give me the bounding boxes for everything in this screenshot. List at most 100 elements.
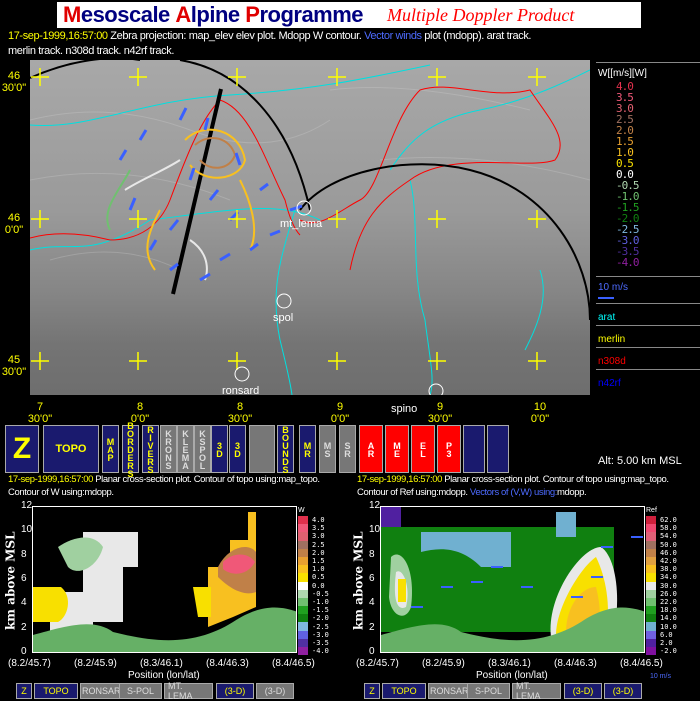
border [30,86,561,271]
toolbar-button-borders[interactable]: BORDERS [122,421,139,477]
plot-button--3-d-[interactable]: (3-D) [564,683,602,699]
plot-button-mt-lema[interactable]: MT. LEMA [164,681,213,701]
x-tick-label: (8.2/45.7) [8,658,51,669]
grid-cross [328,210,346,228]
header-line-1: 17-sep-1999,16:57:00 Zebra projection: m… [8,29,531,44]
colorbar-swatch [646,573,656,582]
toolbar-button-klema[interactable]: KLEMA [177,425,194,473]
grid-cross [31,210,49,228]
river [389,69,590,171]
lat-label-part: 30'0" [1,82,27,94]
colorbar-swatch [298,581,308,590]
colorbar-label: 4.0 [312,516,325,524]
lon-label: 10 0'0" [525,401,555,425]
colorbar-swatch [646,516,656,525]
grid-cross [31,352,49,370]
y-tick-label: 12 [21,500,33,511]
y-tick-label: 10 [21,524,33,536]
x-tick-label: (8.2/45.7) [356,658,399,669]
colorbar-swatch [646,532,656,541]
lon-label-part: 9 [436,401,444,413]
colorbar-label: 62.0 [660,516,677,524]
x-tick-label: (8.4/46.3) [206,658,249,669]
plot-button-s-pol[interactable]: S-POL [119,683,162,699]
w-field [33,512,296,652]
lat-label-part: 30'0" [1,366,27,378]
plot-button--3-d-[interactable]: (3-D) [256,683,294,699]
colorbar-label: 10.0 [660,622,677,631]
lat-label-part: 46 [7,70,21,82]
button-label: BOUNDS [280,425,291,473]
x-tick-label: (8.4/46.3) [554,658,597,669]
grid-cross [129,210,147,228]
banner: Mesoscale Alpine Programme Multiple Dopp… [57,2,641,28]
toolbar-button-p3[interactable]: P3 [437,425,461,473]
toolbar-button-grid[interactable] [487,425,509,473]
plot-button-topo[interactable]: TOPO [34,683,78,699]
colorbar-label: 2.0 [312,548,325,557]
grid-cross [328,68,346,86]
toolbar-button-el[interactable]: EL [411,425,435,473]
button-label: EL [418,441,428,457]
y-tick-label: 0 [21,645,27,657]
track-legend-arat[interactable]: arat [598,312,616,323]
plot-button-z[interactable]: Z [16,683,32,699]
radar-stations [234,200,444,395]
plot-button-mt-lema[interactable]: MT. LEMA [512,681,561,701]
legend-level: -1.0 [616,190,640,203]
toolbar-button-mr[interactable]: MR [299,425,316,473]
button-label: TOPO [55,443,87,455]
toolbar-button-z-logo[interactable]: Z [5,425,39,473]
legend-panel: W[[m/s][W] 4.0 3.5 3.0 2.5 2.0 1.5 1.0 0.5 0.0 -0… [596,60,700,400]
right-cross-section-plot[interactable] [380,506,645,653]
header-text: plot (mdopp). arat track. [421,30,532,42]
divider [596,303,700,304]
left-cross-section-plot[interactable] [32,506,297,653]
toolbar-button-rivers[interactable]: RIVERS [142,425,159,473]
colorbar-label: 34.0 [660,573,677,582]
colorbar-swatch [646,581,656,590]
radar-range-arc [30,60,311,211]
toolbar-button-bounds[interactable]: BOUNDS [277,425,294,473]
plot-button--3-d-[interactable]: (3-D) [216,683,254,699]
toolbar-button-krons[interactable]: KRONS [160,425,177,473]
timestamp: 17-sep-1999,16:57:00 [357,474,442,485]
station-label-spol: spol [273,312,294,324]
plot-button--3-d-[interactable]: (3-D) [604,683,642,699]
track-legend-n308d[interactable]: n308d [598,356,626,367]
track-legend-n42rf[interactable]: n42rf [598,378,621,389]
toolbar-button-sr[interactable]: SR [339,425,356,473]
plot-button-topo[interactable]: TOPO [382,683,426,699]
grid-cross [428,68,446,86]
lon-label-part: 0'0" [130,413,150,425]
plot-button-ronsard[interactable]: RONSARD [428,683,477,699]
toolbar-button-ms[interactable]: MS [319,425,336,473]
colorbar-swatch [646,622,656,631]
toolbar-button-kspol[interactable]: KSPOL [194,425,211,473]
map-view[interactable]: mt_lema spol ronsard [30,60,590,395]
lat-label: 46 0'0" [0,212,28,236]
toolbar-button-3d[interactable]: 3D [211,425,228,473]
toolbar-button-ar[interactable]: AR [359,425,383,473]
plot-button-s-pol[interactable]: S-POL [467,683,510,699]
toolbar-button-me[interactable]: ME [385,425,409,473]
colorbar-label: 6.0 [660,630,673,639]
divider [596,369,700,370]
colorbar-swatch [646,647,656,656]
plot-button-z[interactable]: Z [364,683,380,699]
colorbar [298,516,308,656]
toolbar-button-topo[interactable]: TOPO [43,425,99,473]
button-label: BORDERS [125,421,136,477]
toolbar-button-radar[interactable] [249,425,275,473]
legend-level: 1.0 [616,146,634,159]
y-tick-label: 8 [21,548,27,560]
toolbar-button-3d[interactable]: 3D [229,425,246,473]
altitude-label: Alt: 5.00 km MSL [598,455,682,467]
y-tick-label: 6 [369,572,375,584]
banner-title: Mesoscale Alpine Programme [63,2,364,27]
colorbar-swatch [298,565,308,574]
toolbar-button-center[interactable] [463,425,485,473]
colorbar-swatch [298,548,308,557]
track-legend-merlin[interactable]: merlin [598,334,626,345]
toolbar-button-map[interactable]: MAP [102,425,119,473]
